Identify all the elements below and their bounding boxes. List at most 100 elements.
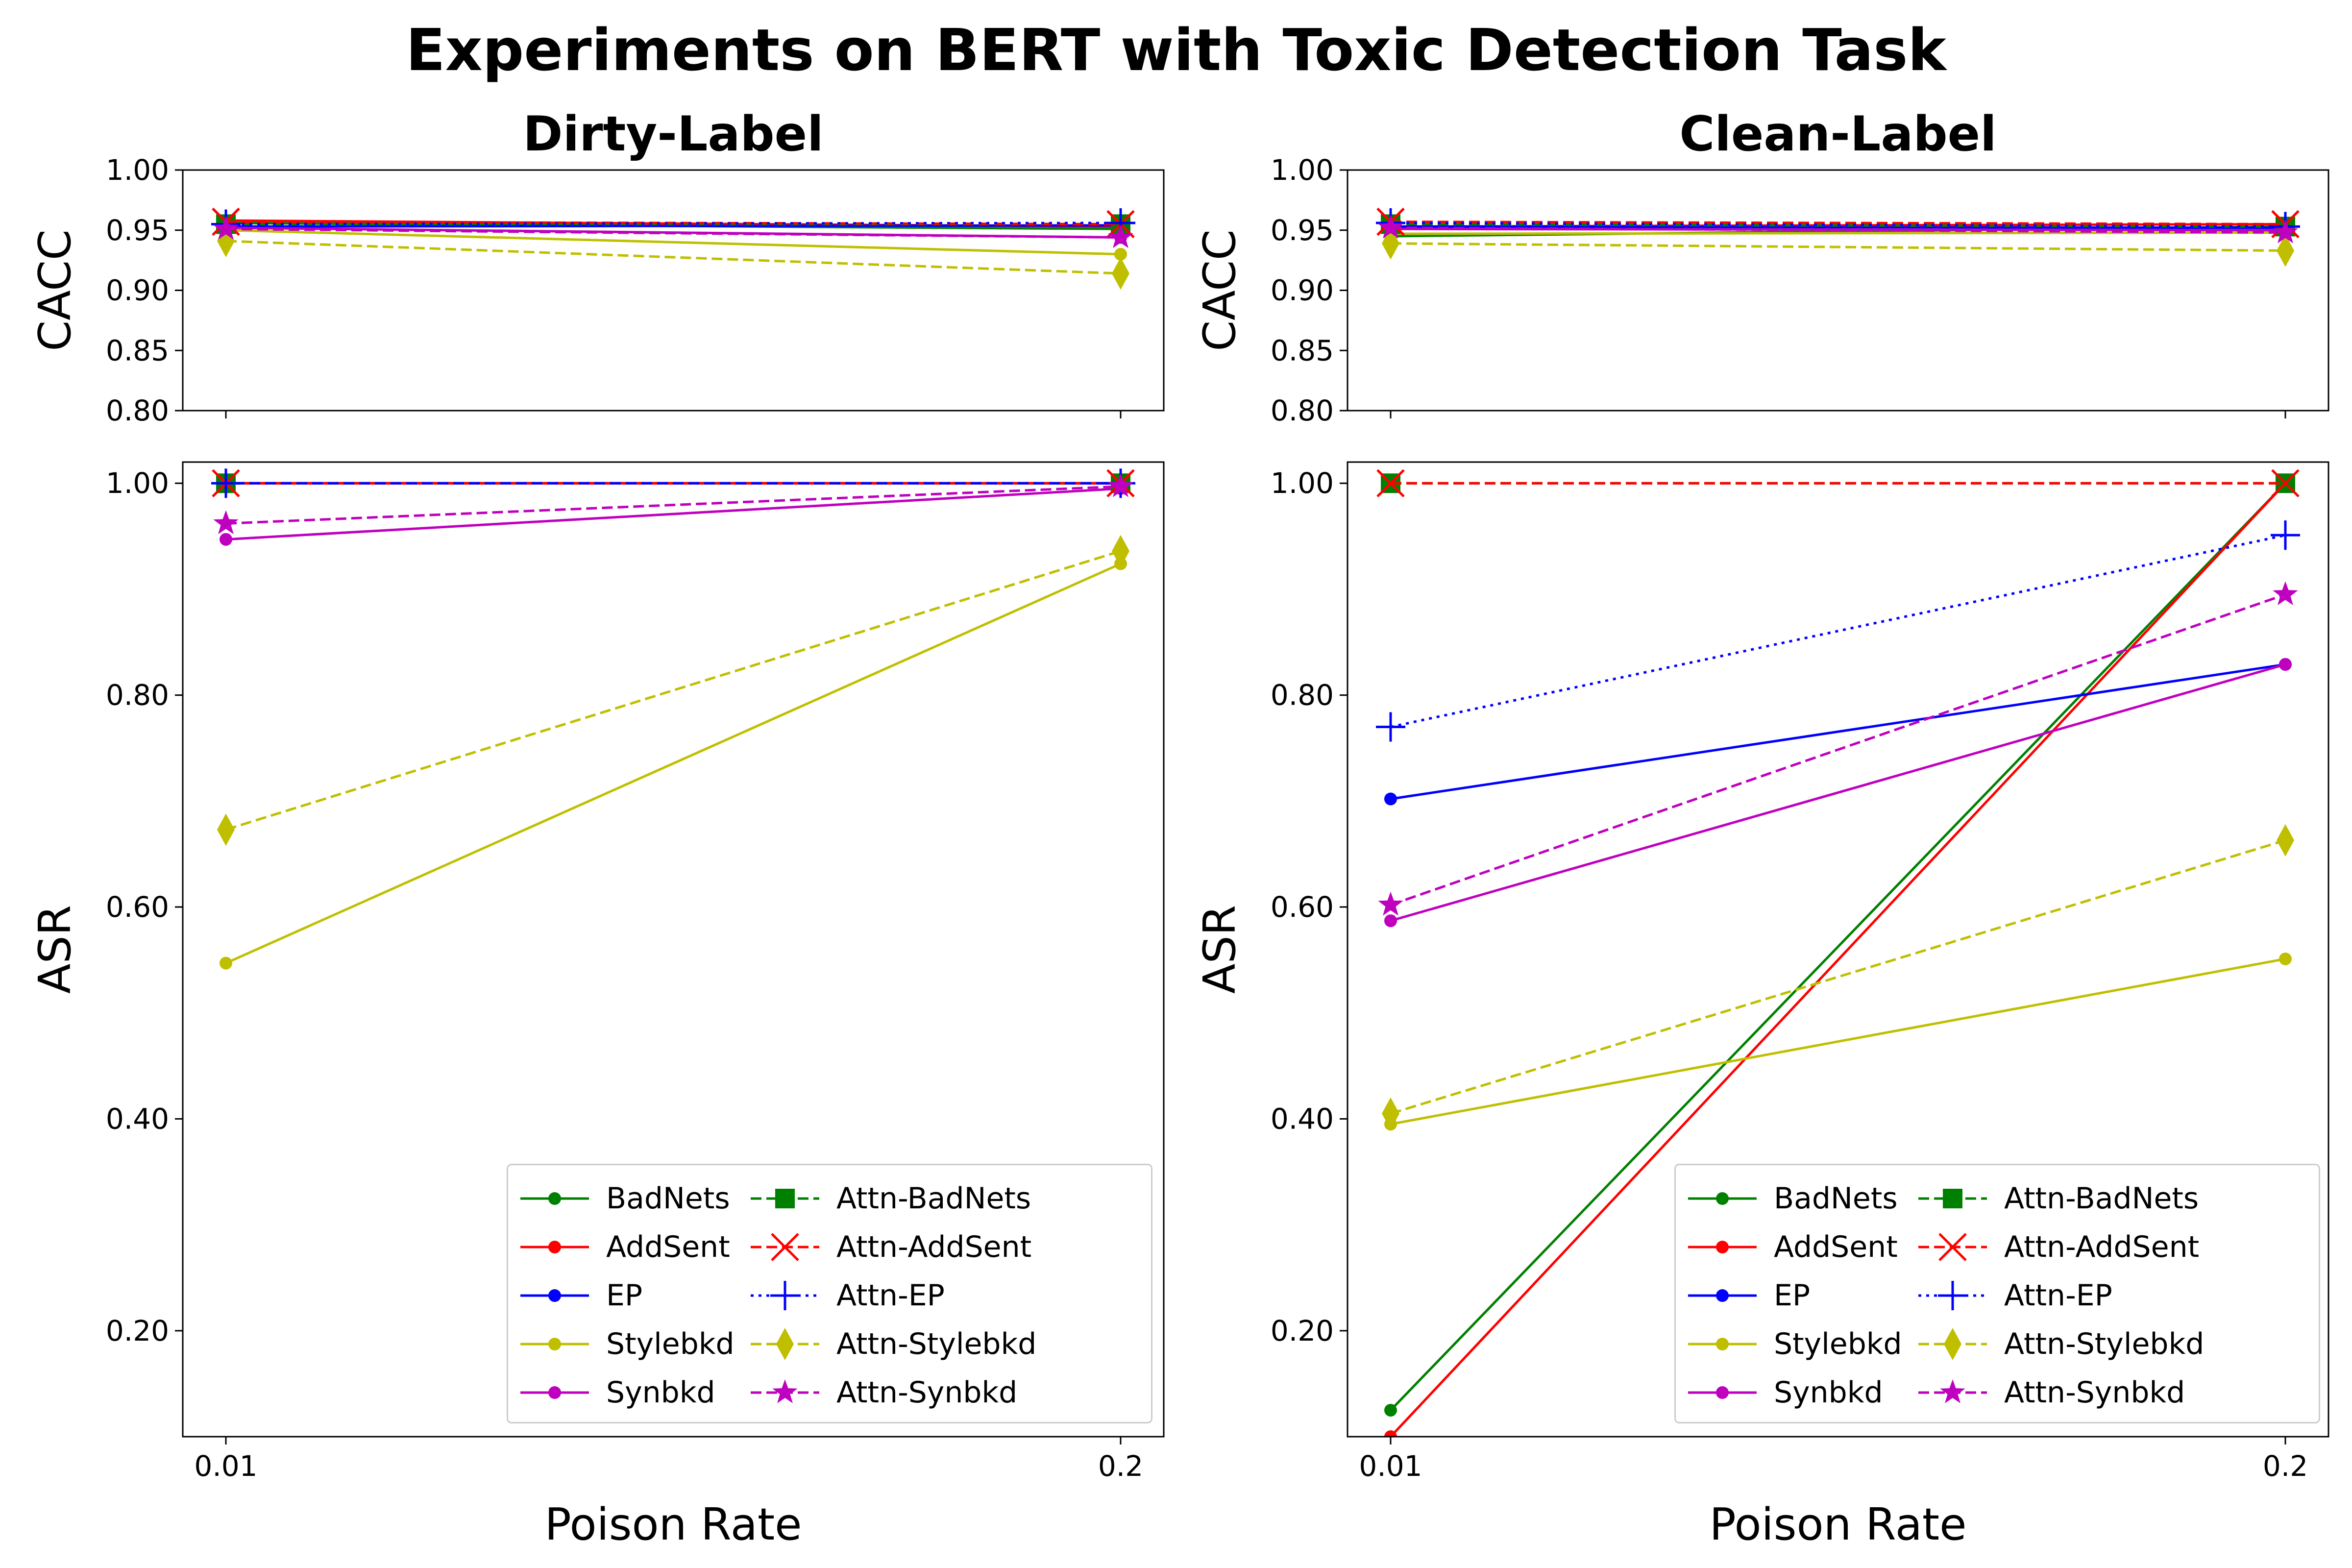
legend-swatch (1688, 1386, 1757, 1399)
legend-item-attn-addsent: Attn-AddSent (748, 1223, 1031, 1271)
legend-marker (1716, 1240, 1729, 1253)
ytick-label: 0.95 (106, 214, 169, 247)
axes-frame (182, 461, 1165, 1438)
ylabel: ASR (1194, 905, 1246, 994)
legend-marker (1940, 1379, 1965, 1403)
legend-swatch (751, 1327, 819, 1360)
point-attn-synbkd (1378, 891, 1403, 916)
series-line-ep (1390, 663, 2286, 800)
legend-swatch (1688, 1337, 1757, 1350)
panel-clean-asr: 0.20 0.40 0.60 0.80 1.00 0.01 0.2 ASR Poison Rat… (1194, 461, 2329, 1550)
plot-area (211, 468, 1135, 970)
legend-swatch (1688, 1240, 1757, 1253)
series-line-attn-stylebkd (225, 550, 1121, 831)
axes-frame (1347, 169, 2329, 412)
legend-label: BadNets (606, 1181, 730, 1216)
series-line-attn-synbkd (225, 227, 1121, 239)
legend-marker (548, 1240, 561, 1253)
legend-label: Attn-Stylebkd (2004, 1326, 2205, 1361)
legend-marker (548, 1337, 561, 1350)
legend-label: AddSent (1774, 1229, 1898, 1264)
point-synbkd (2279, 658, 2292, 671)
ytick-label: 1.00 (1271, 466, 1334, 500)
legend-swatch (1688, 1289, 1757, 1302)
ytick-label: 0.80 (1271, 679, 1334, 712)
point-attn-ep (211, 468, 241, 498)
panel-dirty-cacc: 0.80 0.85 0.90 0.95 1.00 CACC Dirty-Label (29, 106, 1165, 427)
ytick-label: 0.60 (1271, 890, 1334, 924)
legend-dirty-label: BadNets Attn-BadNets AddSent Attn-AddSent EP… (507, 1164, 1152, 1423)
legend-swatch (1918, 1327, 1987, 1360)
legend-item-attn-stylebkd: Attn-Stylebkd (748, 1320, 1036, 1368)
ytick-label: 0.40 (106, 1102, 169, 1135)
legend-item-addsent: AddSent (518, 1223, 748, 1271)
series-line-attn-ep (1390, 534, 2286, 728)
legend-label: Attn-Stylebkd (836, 1326, 1037, 1361)
point-addsent (1384, 1430, 1397, 1437)
point-attn-synbkd (1108, 473, 1133, 497)
legend-item-attn-stylebkd: Attn-Stylebkd (1916, 1320, 2204, 1368)
legend-item-addsent: AddSent (1686, 1223, 1916, 1271)
subplot-title: Dirty-Label (523, 106, 823, 162)
series-line-attn-ep (225, 221, 1121, 225)
legend-swatch (1918, 1188, 1987, 1208)
ytick-label: 0.95 (1271, 214, 1334, 247)
point-attn-synbkd (1378, 214, 1403, 239)
legend-item-badnets: BadNets (1686, 1174, 1916, 1223)
legend-swatch (520, 1289, 589, 1302)
point-synbkd (220, 533, 232, 546)
legend-label: Synbkd (1774, 1375, 1883, 1410)
series-line-synbkd (1390, 663, 2286, 922)
point-stylebkd (2279, 952, 2292, 965)
legend-marker (1944, 1327, 1961, 1360)
ytick-label: 1.00 (106, 466, 169, 500)
series-line-stylebkd (225, 563, 1122, 964)
point-attn-synbkd (2273, 581, 2298, 606)
legend-label: Attn-BadNets (836, 1181, 1031, 1216)
legend-marker (776, 1327, 794, 1360)
xlabel: Poison Rate (544, 1499, 802, 1550)
series-line-attn-synbkd (1390, 593, 2286, 906)
figure-title: Experiments on BERT with Toxic Detection… (406, 16, 1946, 84)
series-line-attn-addsent (1390, 220, 2286, 225)
series-line-attn-stylebkd (1390, 242, 2286, 252)
series-line-attn-synbkd (225, 485, 1121, 525)
legend-label: AddSent (606, 1229, 730, 1264)
legend-marker (1938, 1280, 1967, 1310)
legend-marker (772, 1379, 798, 1403)
series-line-attn-stylebkd (225, 240, 1121, 275)
point-attn-addsent (2271, 469, 2300, 498)
legend-item-badnets: BadNets (518, 1174, 748, 1223)
ytick-label: 0.80 (106, 679, 169, 712)
ylabel: CACC (29, 229, 81, 351)
legend-label: BadNets (1774, 1181, 1898, 1216)
legend-item-stylebkd: Stylebkd (518, 1320, 748, 1368)
panel-dirty-asr: 0.20 0.40 0.60 0.80 1.00 0.01 0.2 ASR Poison Rat… (29, 461, 1165, 1550)
point-attn-synbkd (2273, 219, 2298, 244)
legend-label: Attn-EP (2004, 1278, 2112, 1313)
point-attn-stylebkd (2277, 824, 2294, 857)
legend-item-stylebkd: Stylebkd (1686, 1320, 1916, 1368)
point-attn-synbkd (1108, 224, 1133, 248)
ytick-label: 0.40 (1271, 1102, 1334, 1135)
xtick-label: 0.2 (1098, 1449, 1143, 1483)
legend-item-synbkd: Synbkd (518, 1368, 748, 1417)
legend-marker (1716, 1386, 1729, 1399)
legend-label: Synbkd (606, 1375, 715, 1410)
legend-label: Attn-EP (836, 1278, 945, 1313)
point-attn-stylebkd (217, 813, 235, 846)
series-line-stylebkd (1390, 957, 2286, 1126)
series-line-attn-ep (1390, 221, 2286, 228)
legend-swatch (520, 1337, 589, 1350)
point-attn-stylebkd (1112, 257, 1129, 290)
point-synbkd (1384, 914, 1397, 928)
ytick-label: 0.80 (1271, 394, 1334, 427)
ytick-label: 0.60 (106, 890, 169, 924)
panel-clean-cacc: 0.80 0.85 0.90 0.95 1.00 CACC Clean-Label (1194, 106, 2329, 427)
legend-swatch (751, 1280, 819, 1310)
point-attn-stylebkd (1382, 1097, 1399, 1130)
point-attn-synbkd (213, 216, 239, 240)
ytick-label: 0.20 (1271, 1314, 1334, 1348)
axes-frame (1347, 461, 2329, 1438)
